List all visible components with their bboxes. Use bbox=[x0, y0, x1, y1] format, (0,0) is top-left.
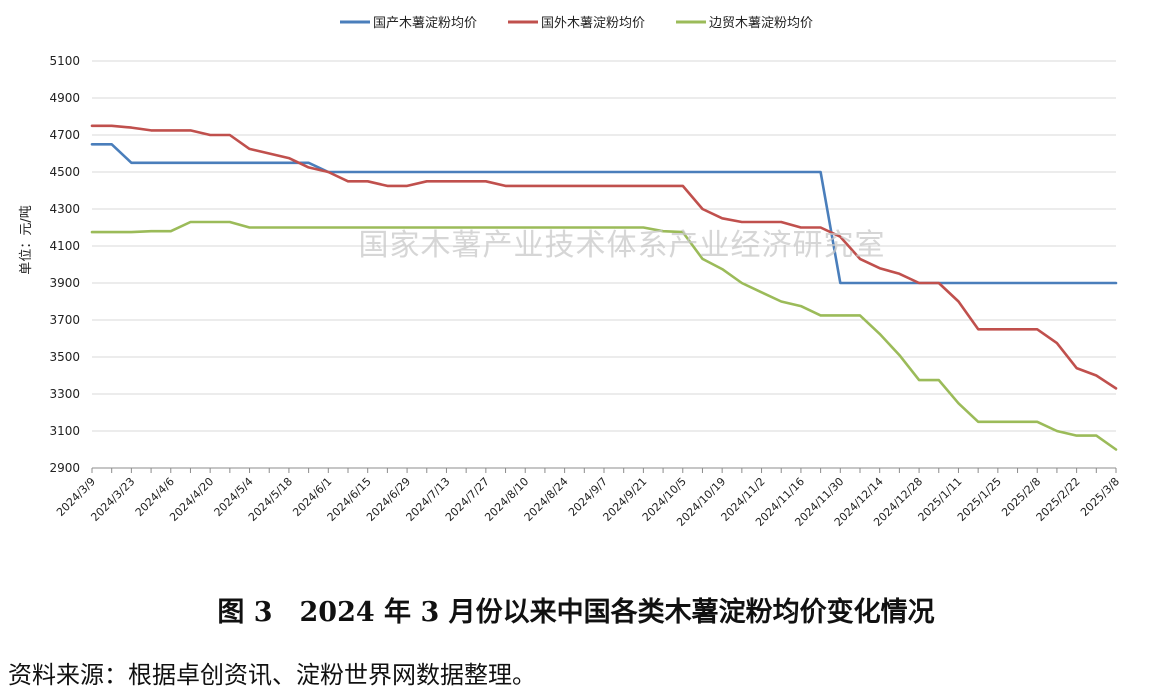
y-tick-label: 4500 bbox=[49, 165, 80, 179]
watermark: 国家木薯产业技术体系产业经济研究室 bbox=[359, 228, 886, 263]
y-tick-label: 4900 bbox=[49, 91, 80, 105]
legend-label-3: 边贸木薯淀粉均价 bbox=[709, 16, 813, 31]
y-axis-label: 单位：元/吨 bbox=[19, 205, 34, 274]
series-lines bbox=[90, 124, 1118, 451]
y-tick-label: 3300 bbox=[49, 387, 80, 401]
y-tick-label: 3500 bbox=[49, 350, 80, 364]
figure-caption: 图 3 2024 年 3 月份以来中国各类木薯淀粉均价变化情况 bbox=[217, 597, 935, 628]
y-tick-label: 5100 bbox=[49, 54, 80, 68]
y-tick-label: 3100 bbox=[49, 424, 80, 438]
y-tick-label: 3900 bbox=[49, 276, 80, 290]
legend-label-1: 国产木薯淀粉均价 bbox=[373, 16, 477, 31]
series-line-3 bbox=[90, 220, 1118, 451]
y-tick-label: 3700 bbox=[49, 313, 80, 327]
x-axis-ticks: 2024/3/92024/3/232024/4/62024/4/202024/5… bbox=[54, 468, 1122, 529]
line-chart: 国产木薯淀粉均价 国外木薯淀粉均价 边贸木薯淀粉均价 2900 3100 3300 350… bbox=[19, 16, 1122, 529]
y-tick-label: 4300 bbox=[49, 202, 80, 216]
series-line-2 bbox=[90, 124, 1118, 390]
x-tick-label: 2025/3/8 bbox=[1078, 475, 1122, 519]
y-tick-label: 4100 bbox=[49, 239, 80, 253]
grid-lines bbox=[92, 60, 1116, 469]
y-axis-ticks: 2900 3100 3300 3500 3700 3900 4100 4300 4500 4700… bbox=[49, 54, 80, 475]
series-line-1 bbox=[90, 143, 1118, 285]
y-tick-label: 4700 bbox=[49, 128, 80, 142]
legend-label-2: 国外木薯淀粉均价 bbox=[541, 16, 645, 31]
y-tick-label: 2900 bbox=[49, 461, 80, 475]
source-note: 资料来源：根据卓创资讯、淀粉世界网数据整理。 bbox=[8, 661, 536, 689]
legend: 国产木薯淀粉均价 国外木薯淀粉均价 边贸木薯淀粉均价 bbox=[340, 16, 813, 31]
